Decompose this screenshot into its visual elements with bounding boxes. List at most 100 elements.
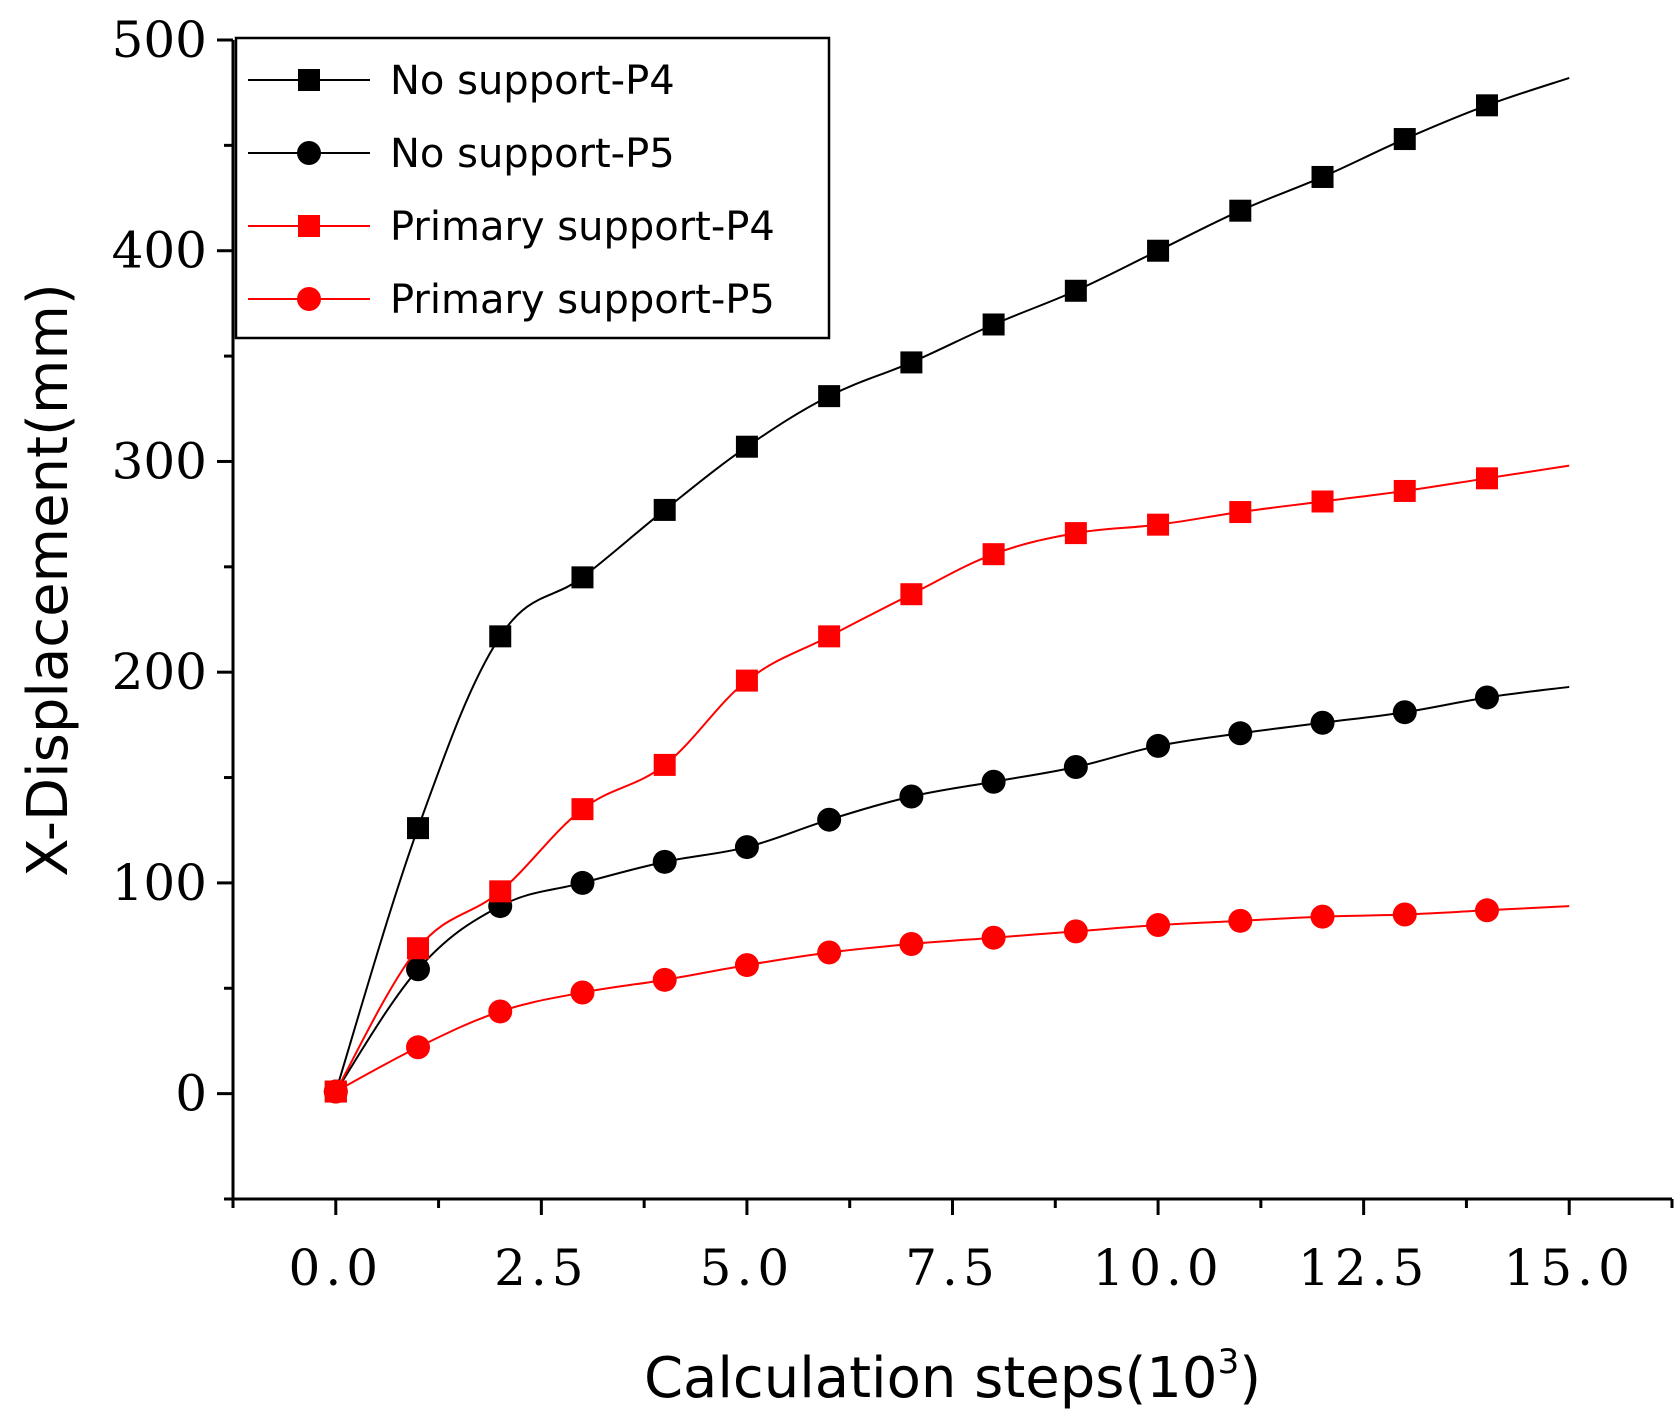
legend-box xyxy=(234,36,831,340)
data-point-circle xyxy=(297,287,321,311)
data-point-circle xyxy=(1063,919,1088,944)
series-line xyxy=(334,685,1570,1093)
data-point-circle xyxy=(652,967,677,992)
data-point-square xyxy=(1311,165,1334,188)
data-point-circle xyxy=(297,141,321,165)
data-point-square xyxy=(1393,128,1416,151)
data-point-square xyxy=(1229,501,1252,524)
data-point-circle xyxy=(570,870,595,895)
y-tick-label: 300 xyxy=(112,432,207,490)
data-point-square xyxy=(407,937,430,960)
data-point-circle xyxy=(1146,733,1171,758)
y-axis-ticks: 0 100 200 300 400 500 xyxy=(112,11,233,1201)
series-line xyxy=(334,464,1570,1093)
data-point-circle xyxy=(652,849,677,874)
data-point-square xyxy=(1064,522,1087,545)
legend-items: No support-P4 No support-P5 Primary suppor… xyxy=(248,58,775,323)
data-point-circle xyxy=(734,835,759,860)
data-point-square xyxy=(982,543,1005,566)
x-axis-title-main: Calculation steps(10 xyxy=(644,1346,1218,1411)
data-point-square xyxy=(900,583,923,606)
data-point-circle xyxy=(406,957,431,982)
y-tick-label: 200 xyxy=(112,643,207,701)
data-point-circle xyxy=(406,1035,431,1060)
data-point-circle xyxy=(570,980,595,1005)
data-point-square xyxy=(571,566,594,589)
data-point-square xyxy=(1147,513,1170,536)
data-point-square xyxy=(1475,467,1498,490)
data-point-square xyxy=(818,625,841,648)
data-point-circle xyxy=(1310,710,1335,735)
x-tick-label: 5.0 xyxy=(700,1239,795,1297)
data-point-square xyxy=(489,880,512,903)
y-tick-label: 400 xyxy=(112,222,207,280)
data-point-circle xyxy=(1392,700,1417,725)
y-tick-label: 500 xyxy=(112,11,207,69)
y-tick-label: 0 xyxy=(175,1065,207,1123)
data-point-square xyxy=(1229,199,1252,222)
legend-label: Primary support-P5 xyxy=(390,277,775,323)
legend-item: No support-P4 xyxy=(248,58,675,104)
x-axis-title-suffix: ) xyxy=(1239,1346,1261,1411)
data-point-circle xyxy=(1146,913,1171,938)
data-point-circle xyxy=(488,999,513,1024)
x-axis-ticks: 0.0 2.5 5.0 7.5 10.0 12.5 15.0 xyxy=(231,1199,1674,1297)
data-point-circle xyxy=(734,953,759,978)
series-layer xyxy=(323,76,1570,1104)
series-line xyxy=(335,905,1570,1093)
data-point-circle xyxy=(981,925,1006,950)
data-point-circle xyxy=(981,769,1006,794)
legend-item: Primary support-P5 xyxy=(248,277,775,323)
legend-label: No support-P5 xyxy=(390,131,675,177)
x-tick-label: 15.0 xyxy=(1504,1239,1635,1297)
data-point-square xyxy=(735,669,758,692)
legend-label: No support-P4 xyxy=(390,58,675,104)
data-point-circle xyxy=(1392,902,1417,927)
data-point-square xyxy=(982,313,1005,336)
data-point-circle xyxy=(899,932,924,957)
x-axis-title: Calculation steps(103) xyxy=(644,1342,1261,1411)
series-no-support-p5 xyxy=(323,685,1570,1104)
data-point-square xyxy=(1475,94,1498,117)
data-point-square xyxy=(1311,490,1334,513)
legend-label: Primary support-P4 xyxy=(390,204,775,250)
data-point-circle xyxy=(1063,755,1088,780)
legend: No support-P4 No support-P5 Primary suppor… xyxy=(234,36,831,340)
data-point-circle xyxy=(1228,721,1253,746)
x-tick-label: 0.0 xyxy=(289,1239,384,1297)
data-point-square xyxy=(653,753,676,776)
data-point-circle xyxy=(1474,898,1499,923)
data-point-square xyxy=(489,625,512,648)
legend-item: No support-P5 xyxy=(248,131,675,177)
x-tick-label: 10.0 xyxy=(1092,1239,1223,1297)
data-point-circle xyxy=(1228,908,1253,933)
data-point-circle xyxy=(899,784,924,809)
data-point-square xyxy=(571,798,594,821)
data-point-circle xyxy=(323,1079,348,1104)
data-point-circle xyxy=(817,807,842,832)
data-point-square xyxy=(900,351,923,374)
data-point-square xyxy=(1393,479,1416,502)
series-primary-support-p4 xyxy=(324,464,1570,1103)
x-axis-title-superscript: 3 xyxy=(1218,1342,1240,1382)
y-tick-label: 100 xyxy=(112,854,207,912)
series-no-support-p4 xyxy=(324,76,1570,1103)
x-tick-label: 12.5 xyxy=(1298,1239,1429,1297)
x-tick-label: 2.5 xyxy=(494,1239,589,1297)
legend-item: Primary support-P4 xyxy=(248,204,775,250)
data-point-circle xyxy=(817,940,842,965)
data-point-square xyxy=(298,215,320,237)
x-tick-label: 7.5 xyxy=(905,1239,1000,1297)
data-point-square xyxy=(653,498,676,521)
data-point-square xyxy=(818,385,841,408)
data-point-square xyxy=(298,69,320,91)
data-point-square xyxy=(407,817,430,840)
data-point-square xyxy=(735,435,758,458)
data-point-circle xyxy=(1474,685,1499,710)
data-point-square xyxy=(1064,279,1087,302)
data-point-circle xyxy=(1310,904,1335,929)
y-axis-title: X-Displacement(mm) xyxy=(16,283,81,877)
series-primary-support-p5 xyxy=(323,898,1570,1104)
data-point-square xyxy=(1147,239,1170,262)
